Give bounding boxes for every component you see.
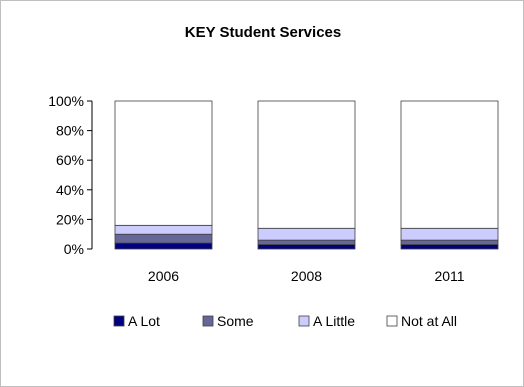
legend-swatch — [298, 315, 310, 327]
y-axis: 0% 20% 40% 60% 80% 100% — [48, 93, 93, 257]
bar-segment — [114, 224, 213, 235]
bar-segment — [114, 242, 213, 250]
y-tick-label: 0% — [64, 241, 84, 257]
bars — [114, 100, 499, 250]
y-tick-label: 80% — [56, 123, 84, 139]
legend-swatch — [386, 315, 398, 327]
bar-segment — [400, 100, 499, 229]
legend-label: A Lot — [128, 313, 160, 329]
y-tick-label: 60% — [56, 152, 84, 168]
bar-segment — [257, 100, 356, 229]
bar-segment — [114, 233, 213, 244]
x-tick-label: 2006 — [148, 268, 179, 284]
legend-label: A Little — [313, 313, 355, 329]
bar-segment — [257, 244, 356, 250]
y-tick-label: 20% — [56, 211, 84, 227]
chart-title: KEY Student Services — [185, 24, 341, 41]
legend-label: Some — [217, 313, 254, 329]
y-tick-label: 40% — [56, 182, 84, 198]
bar-segment — [400, 227, 499, 241]
bar-segment — [257, 227, 356, 241]
bar-segment — [400, 239, 499, 245]
x-tick-label: 2008 — [291, 268, 322, 284]
bar-segment — [400, 244, 499, 250]
legend-swatch — [113, 315, 125, 327]
x-axis: 2006 2008 2011 — [148, 268, 465, 284]
legend: A Lot Some A Little Not at All — [113, 313, 457, 329]
legend-label: Not at All — [401, 313, 457, 329]
x-tick-label: 2011 — [434, 268, 464, 284]
bar-segment — [257, 239, 356, 245]
y-tick-label: 100% — [48, 93, 84, 109]
legend-swatch — [202, 315, 214, 327]
bar-segment — [114, 100, 213, 226]
